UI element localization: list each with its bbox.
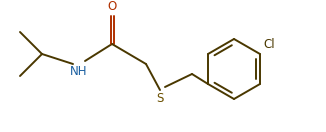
Text: Cl: Cl (263, 38, 274, 51)
Text: NH: NH (70, 65, 88, 78)
Text: O: O (107, 0, 117, 13)
Text: S: S (156, 92, 164, 105)
